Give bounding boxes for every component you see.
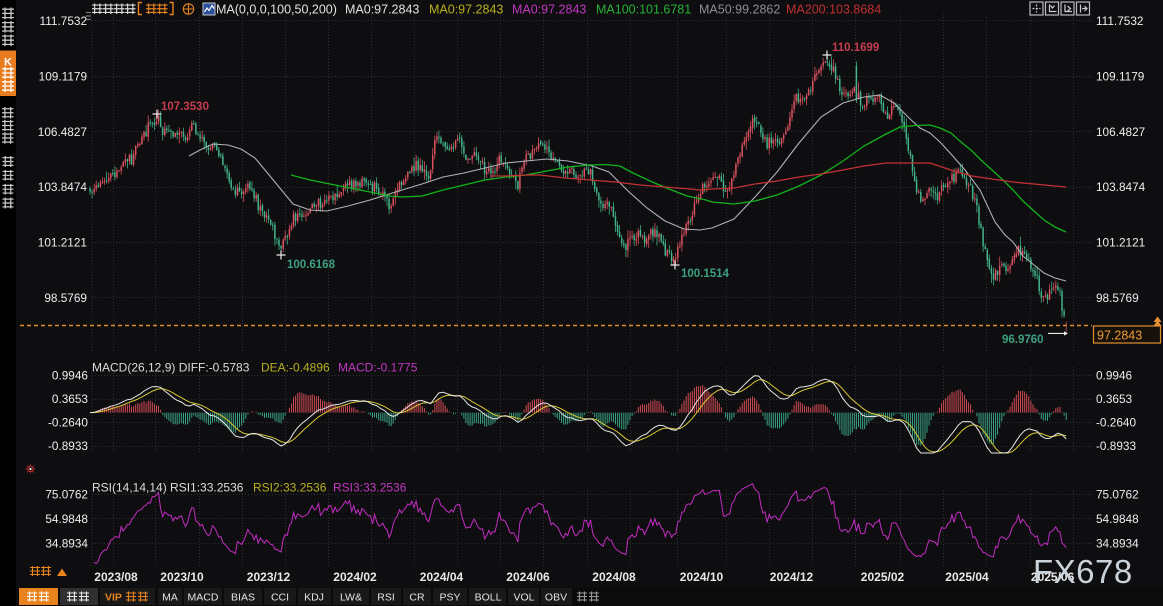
svg-text:CCI: CCI: [271, 592, 289, 604]
svg-text:101.2121: 101.2121: [38, 236, 87, 250]
svg-text:MA200:103.8684: MA200:103.8684: [786, 3, 881, 17]
svg-text:2024/12: 2024/12: [770, 570, 814, 584]
svg-text:100.1514: 100.1514: [681, 268, 730, 280]
svg-text:2023/08: 2023/08: [94, 570, 138, 584]
svg-text:-0.2640: -0.2640: [1096, 416, 1136, 430]
svg-text:2024/08: 2024/08: [592, 570, 636, 584]
svg-text:103.8474: 103.8474: [38, 180, 88, 194]
svg-text:MA0:97.2843: MA0:97.2843: [345, 3, 419, 17]
svg-text:34.8934: 34.8934: [1096, 536, 1139, 550]
svg-text:2025/02: 2025/02: [861, 570, 905, 584]
svg-text:100.6168: 100.6168: [287, 259, 336, 271]
svg-text:MA50:99.2862: MA50:99.2862: [699, 3, 780, 17]
svg-text:-0.8933: -0.8933: [48, 439, 88, 453]
svg-text:103.8474: 103.8474: [1096, 180, 1146, 194]
svg-text:0.3653: 0.3653: [1096, 392, 1133, 406]
svg-text:2024/02: 2024/02: [333, 570, 377, 584]
svg-text:-0.8933: -0.8933: [1096, 439, 1136, 453]
svg-text:2024/10: 2024/10: [680, 570, 724, 584]
svg-text:K: K: [4, 57, 12, 69]
svg-text:75.0762: 75.0762: [45, 488, 88, 502]
svg-text:2024/04: 2024/04: [420, 570, 464, 584]
svg-text:110.1699: 110.1699: [832, 42, 879, 54]
svg-text:PSY: PSY: [439, 592, 460, 604]
svg-text:RSI2:33.2536: RSI2:33.2536: [253, 481, 327, 495]
svg-text:2023/10: 2023/10: [160, 570, 204, 584]
svg-text:98.5769: 98.5769: [1096, 291, 1139, 305]
svg-text:KDJ: KDJ: [304, 592, 324, 604]
svg-text:2025/04: 2025/04: [945, 570, 989, 584]
svg-text:MACD:-0.1775: MACD:-0.1775: [338, 361, 418, 375]
svg-text:VIP: VIP: [105, 592, 122, 604]
svg-text:MA0:97.2843: MA0:97.2843: [512, 3, 586, 17]
svg-text:-0.2640: -0.2640: [48, 416, 88, 430]
svg-text:MACD(26,12,9) DIFF:-0.5783: MACD(26,12,9) DIFF:-0.5783: [92, 361, 250, 375]
svg-text:0.9946: 0.9946: [1096, 369, 1133, 383]
svg-text:DEA:-0.4896: DEA:-0.4896: [261, 361, 330, 375]
svg-text:109.1179: 109.1179: [39, 69, 87, 83]
svg-text:34.8934: 34.8934: [45, 536, 88, 550]
svg-text:2024/06: 2024/06: [506, 570, 550, 584]
svg-text:54.9848: 54.9848: [45, 512, 88, 526]
svg-text:MA100:101.6781: MA100:101.6781: [596, 3, 691, 17]
svg-text:75.0762: 75.0762: [1096, 488, 1139, 502]
svg-text:106.4827: 106.4827: [1096, 125, 1145, 139]
svg-text:RSI3:33.2536: RSI3:33.2536: [333, 481, 407, 495]
svg-text:0.3653: 0.3653: [52, 392, 89, 406]
svg-text:CR: CR: [409, 592, 425, 604]
svg-text:OBV: OBV: [545, 592, 567, 604]
svg-text:54.9848: 54.9848: [1096, 512, 1139, 526]
svg-text:111.7532: 111.7532: [1096, 14, 1143, 28]
svg-text:0.9946: 0.9946: [52, 369, 89, 383]
svg-text:MA: MA: [162, 592, 178, 604]
svg-text:MA(0,0,0,100,50,200): MA(0,0,0,100,50,200): [216, 3, 337, 17]
svg-text:111.7532: 111.7532: [40, 14, 87, 28]
svg-text:FX678: FX678: [1033, 553, 1133, 590]
svg-text:2025/06: 2025/06: [1031, 570, 1075, 584]
svg-text:BOLL: BOLL: [475, 592, 502, 604]
svg-text:VOL: VOL: [513, 592, 534, 604]
svg-text:98.5769: 98.5769: [44, 291, 87, 305]
svg-text:MA0:97.2843: MA0:97.2843: [429, 3, 503, 17]
svg-text:LW&: LW&: [340, 592, 362, 604]
svg-text:107.3530: 107.3530: [161, 101, 209, 113]
svg-text:2023/12: 2023/12: [247, 570, 291, 584]
svg-text:RSI(14,14,14) RSI1:33.2536: RSI(14,14,14) RSI1:33.2536: [92, 481, 244, 495]
svg-text:RSI: RSI: [377, 592, 395, 604]
svg-text:96.9760: 96.9760: [1002, 334, 1044, 346]
svg-text:106.4827: 106.4827: [38, 125, 87, 139]
svg-text:BIAS: BIAS: [231, 592, 255, 604]
svg-text:101.2121: 101.2121: [1096, 236, 1145, 250]
svg-text:MACD: MACD: [188, 592, 219, 604]
svg-text:97.2843: 97.2843: [1097, 329, 1142, 343]
svg-text:109.1179: 109.1179: [1096, 69, 1144, 83]
